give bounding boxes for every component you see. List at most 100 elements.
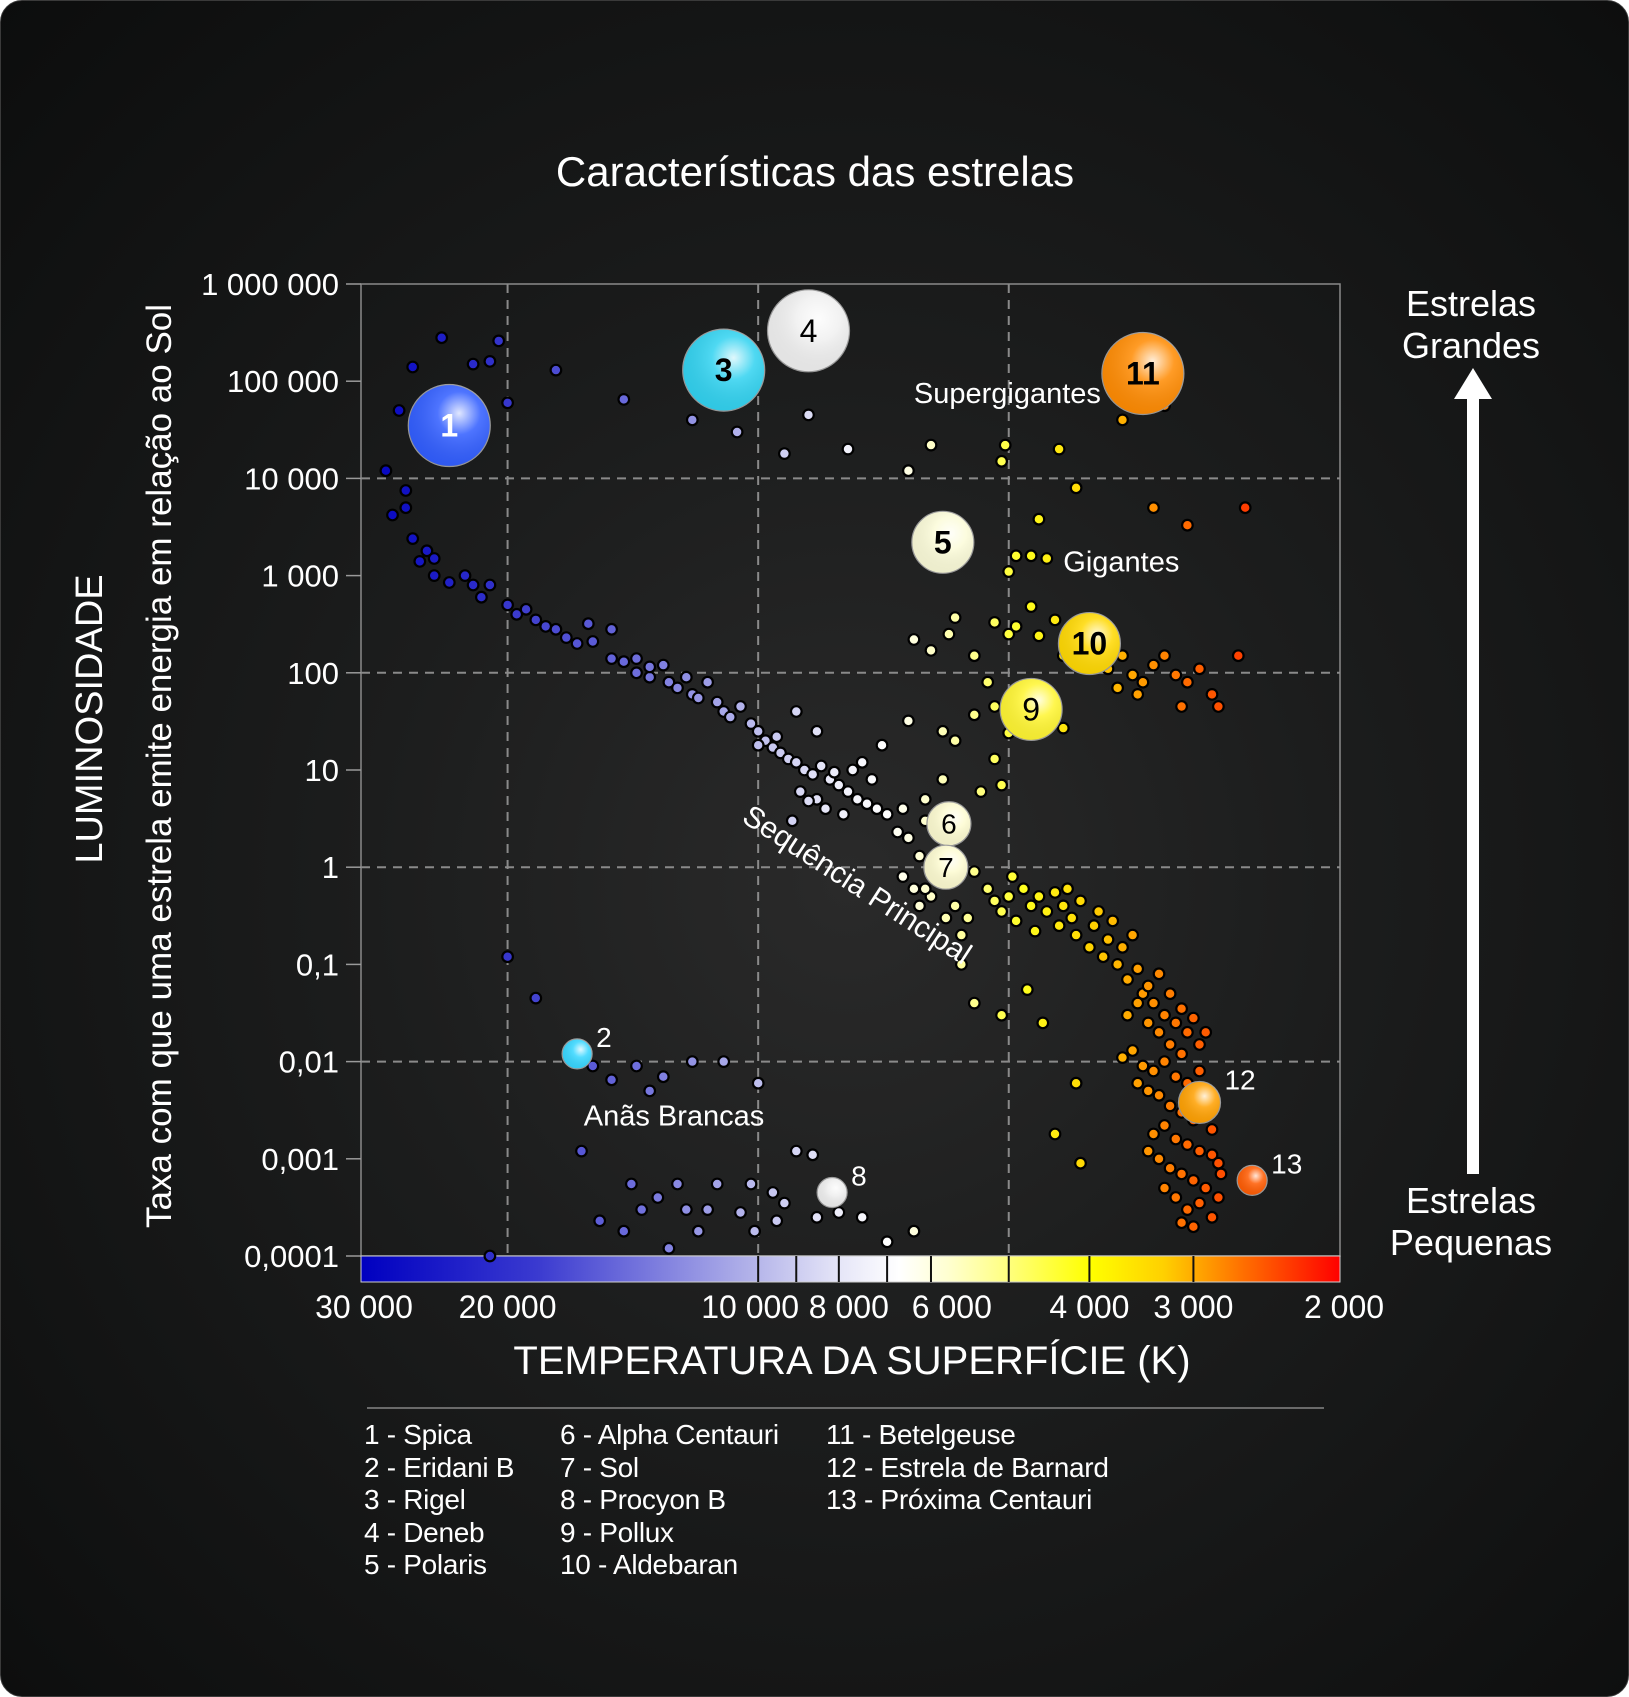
field-star-dot: [995, 905, 1008, 918]
field-star-dot: [1069, 1076, 1083, 1090]
field-star-dot: [1032, 629, 1046, 643]
field-star-dot: [810, 724, 824, 738]
field-star-dot: [1169, 668, 1183, 682]
field-star-dot: [1193, 1144, 1206, 1158]
field-star-dot: [635, 1203, 649, 1216]
legend-item: 13 - Próxima Centauri: [826, 1484, 1093, 1515]
field-star-dot: [967, 996, 981, 1010]
field-star-dot: [1126, 1044, 1139, 1057]
field-star-dot: [1032, 890, 1046, 903]
field-star-dot: [1048, 886, 1062, 899]
field-star-dot: [1009, 914, 1023, 928]
field-star-dot: [1152, 967, 1166, 981]
star-highlight: [923, 845, 968, 890]
side-label-bottom-line2: Pequenas: [1390, 1222, 1552, 1263]
field-star-dot: [630, 666, 643, 680]
field-star-dot: [586, 635, 600, 648]
field-star-dot: [1147, 501, 1160, 515]
legend-item: 2 - Eridani B: [364, 1451, 515, 1483]
field-star-dot: [1032, 512, 1046, 526]
field-star-dot: [967, 708, 981, 722]
field-star-dot: [1199, 1025, 1213, 1039]
field-star-dot: [1158, 649, 1171, 663]
star-highlight: [1237, 1165, 1268, 1196]
field-star-dot: [539, 620, 553, 633]
field-star-dot: [617, 393, 631, 406]
field-star-dot: [1136, 1059, 1150, 1073]
field-star-dot: [1163, 1099, 1177, 1113]
legend-item: 5 - Polaris: [364, 1549, 487, 1580]
region-label: Gigantes: [1063, 547, 1179, 579]
field-star-dot: [1175, 700, 1188, 713]
field-star-dot: [1169, 1191, 1183, 1204]
field-star-dot: [1193, 662, 1206, 676]
field-star-dot: [907, 633, 921, 646]
field-star-dot: [778, 447, 791, 461]
field-star-dot: [810, 1210, 824, 1224]
field-star-dot: [1180, 1203, 1194, 1216]
named-star-4: 4: [766, 289, 851, 373]
field-star-dot: [995, 1008, 1008, 1022]
side-label-top-line1: Estrelas: [1406, 283, 1536, 324]
field-star-dot: [501, 950, 515, 964]
field-star-dot: [529, 991, 543, 1005]
legend-item: 11 - Betelgeuse: [826, 1419, 1016, 1450]
field-star-dot: [875, 738, 889, 752]
field-star-dot: [855, 1210, 869, 1224]
field-star-dot: [420, 544, 434, 558]
field-star-dot: [1069, 928, 1083, 942]
field-star-dot: [924, 644, 938, 657]
field-star-dot: [1116, 413, 1129, 427]
field-star-dot: [802, 794, 815, 808]
field-star-dot: [625, 1177, 638, 1191]
field-stars: [379, 331, 1252, 1263]
field-star-dot: [413, 555, 427, 568]
star-number-label: 8: [851, 1161, 867, 1192]
star-number-label: 5: [934, 524, 952, 560]
field-star-dot: [1169, 1070, 1183, 1084]
field-star-dot: [841, 442, 855, 456]
field-star-dot: [1036, 1016, 1050, 1030]
field-star-dot: [662, 1241, 676, 1255]
field-star-dot: [1116, 940, 1129, 954]
field-star-dot: [1231, 649, 1245, 663]
field-star-dot: [1009, 549, 1023, 563]
field-star-dot: [751, 724, 765, 738]
field-star-dot: [575, 1144, 588, 1158]
field-star-dot: [1136, 675, 1150, 689]
field-star-dot: [942, 627, 956, 641]
region-label: Anãs Brancas: [584, 1101, 765, 1133]
field-star-dot: [435, 331, 449, 345]
field-star-dot: [1158, 1119, 1171, 1132]
field-star-dot: [1082, 940, 1096, 954]
star-number-label: 13: [1271, 1148, 1302, 1179]
side-label-bottom-line1: Estrelas: [1406, 1180, 1536, 1221]
field-star-dot: [902, 831, 915, 845]
field-star-dot: [427, 552, 441, 565]
field-star-dot: [789, 755, 803, 769]
y-axis-title: LUMINOSIDADE: [69, 574, 111, 863]
named-star-7: 7: [923, 844, 969, 890]
field-star-dot: [939, 911, 953, 925]
field-star-dot: [671, 681, 684, 695]
field-star-dot: [995, 778, 1008, 792]
field-star-dot: [819, 802, 832, 816]
legend-item: 4 - Deneb: [364, 1516, 485, 1548]
field-star-dot: [483, 1249, 497, 1263]
field-star-dot: [617, 655, 631, 669]
x-axis-ticks: 30 000 20 000 10 000 8 000 6 000 4 000 3 000 2 …: [315, 1289, 1384, 1325]
field-star-dot: [778, 1196, 791, 1210]
field-star-dot: [837, 807, 850, 821]
field-star-dot: [730, 425, 744, 439]
field-star-dot: [643, 670, 657, 684]
field-star-dot: [643, 660, 657, 674]
field-star-dot: [651, 1191, 665, 1204]
field-star-dot: [501, 396, 515, 410]
field-star-dot: [549, 363, 563, 377]
side-label-top-line2: Grandes: [1402, 325, 1540, 366]
field-star-dot: [1193, 1064, 1206, 1078]
y-tick-label: 10 000: [244, 461, 339, 496]
field-star-dot: [1092, 905, 1105, 918]
field-star-dot: [643, 1084, 657, 1098]
field-star-dot: [948, 734, 962, 748]
